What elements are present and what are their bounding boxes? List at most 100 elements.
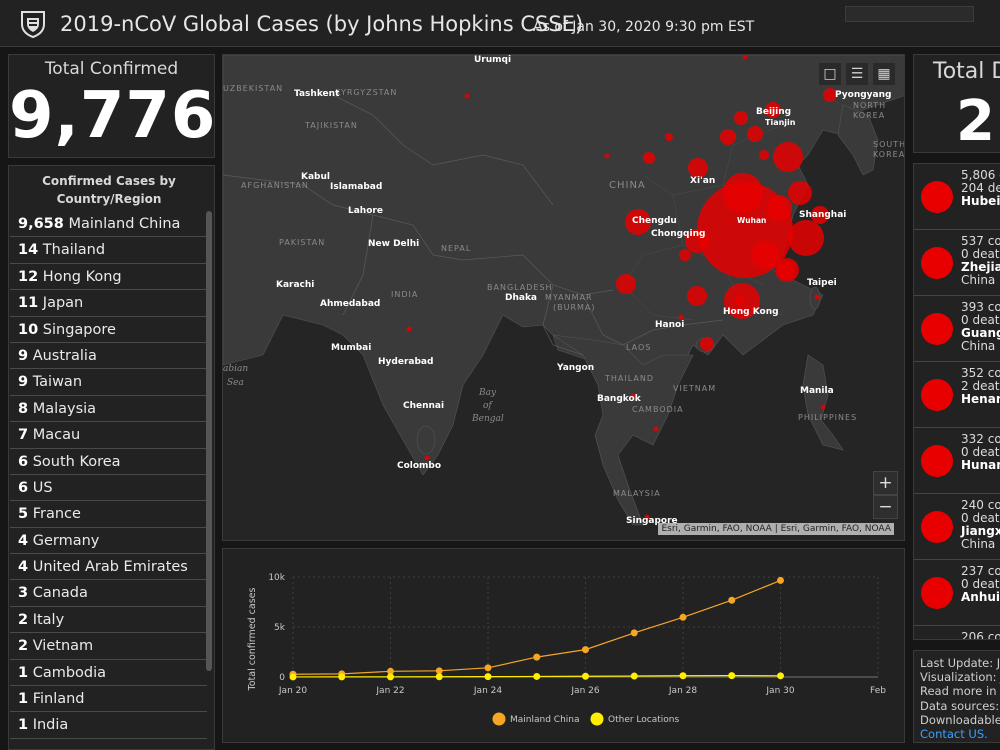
zoom-in-button[interactable]: + [873, 471, 898, 495]
map-label-kyrgyzstan: KYRGYZSTAN [335, 88, 397, 97]
series-point[interactable] [728, 596, 736, 604]
country-name: South Korea [32, 453, 121, 470]
city-chennai: Chennai [403, 401, 444, 411]
series-point[interactable] [630, 672, 638, 680]
series-point[interactable] [387, 673, 394, 681]
map-label-thailand: THAILAND [604, 374, 654, 383]
country-row[interactable]: 4 Germany [10, 528, 207, 555]
region-line3: Guangd [961, 326, 1000, 340]
country-name: Malaysia [32, 400, 97, 417]
read-more-text[interactable]: Read more in th [920, 684, 1000, 699]
bubble-wuhan-core [723, 173, 763, 213]
series-point[interactable] [582, 646, 589, 654]
country-name: United Arab Emirates [32, 559, 188, 576]
country-row[interactable]: 4 United Arab Emirates [10, 554, 207, 581]
region-marker-icon [921, 247, 953, 279]
series-point[interactable] [630, 629, 638, 637]
region-row[interactable]: 240 con0 deathsJiangxiChina [914, 494, 1000, 560]
country-row[interactable]: 9 Australia [10, 343, 207, 370]
region-text: 206 con0 deathsChongqChina [961, 631, 1000, 640]
bubble-hebei [734, 111, 748, 125]
series-point[interactable] [387, 667, 394, 675]
map-label-philippines: PHILIPPINES [798, 413, 857, 422]
region-row[interactable]: 237 con0 deathsAnhui M [914, 560, 1000, 626]
region-row[interactable]: 537 con0 deathsZhejiangChina [914, 230, 1000, 296]
country-row[interactable]: 1 India [10, 712, 207, 739]
bubble-manila [820, 404, 826, 410]
country-count: 6 [18, 479, 29, 496]
series-point[interactable] [777, 672, 784, 680]
bubble-gansu [643, 152, 655, 164]
region-line2: 0 deaths [961, 511, 1000, 525]
series-point[interactable] [338, 673, 346, 681]
list-icon[interactable]: ☰ [846, 63, 868, 85]
city-singapore: Singapore [626, 516, 678, 526]
series-point[interactable] [435, 673, 443, 681]
country-row[interactable]: 8 Malaysia [10, 396, 207, 423]
visualization-line: Visualization: J [920, 670, 1000, 684]
country-row[interactable]: 2 Italy [10, 607, 207, 634]
country-list-scrollbar[interactable] [206, 211, 212, 671]
contact-us-link[interactable]: Contact US. [920, 727, 988, 742]
country-row[interactable]: 10 Singapore [10, 317, 207, 343]
city-wuhan: Wuhan [737, 216, 766, 225]
y-tick-label: 5k [274, 623, 286, 633]
region-row[interactable]: 206 con0 deathsChongqChina [914, 626, 1000, 640]
country-row[interactable]: 6 US [10, 475, 207, 502]
series-point[interactable] [289, 673, 297, 681]
region-row[interactable]: 5,806 c204 deaHubei M [914, 164, 1000, 230]
map-label-south-korea: KOREA [873, 150, 905, 159]
bubble-shanxi [720, 129, 736, 145]
country-row[interactable]: 12 Hong Kong [10, 264, 207, 291]
country-row[interactable]: 5 France [10, 501, 207, 528]
series-point[interactable] [533, 653, 541, 661]
city-yangon: Yangon [556, 363, 594, 373]
country-row[interactable]: 2 Vietnam [10, 633, 207, 660]
info-text: Last Update: Ja Visualization: J Read mo… [920, 656, 1000, 741]
series-point[interactable] [728, 672, 736, 680]
x-tick-label: Feb [870, 686, 886, 696]
country-row[interactable]: 11 Japan [10, 290, 207, 317]
x-tick-label: Jan 22 [375, 686, 404, 696]
region-line1: 352 con [961, 366, 1000, 380]
country-row[interactable]: 3 Canada [10, 580, 207, 607]
header-control[interactable] [845, 6, 974, 22]
qr-code-icon[interactable]: ▦ [873, 63, 895, 85]
series-point[interactable] [679, 613, 687, 621]
map-attribution: Esri, Garmin, FAO, NOAA | Esri, Garmin, … [658, 523, 894, 535]
x-tick-label: Jan 24 [473, 686, 502, 696]
map-label-laos: LAOS [626, 343, 651, 352]
series-point[interactable] [777, 576, 784, 584]
series-point[interactable] [484, 673, 492, 681]
country-row[interactable]: 1 Finland [10, 686, 207, 713]
series-point[interactable] [679, 672, 687, 680]
map-label-bay: Bay [478, 388, 497, 398]
country-row[interactable]: 9,658 Mainland China [10, 211, 207, 238]
country-row[interactable]: 14 Thailand [10, 237, 207, 264]
bubble-tianjin [765, 102, 781, 118]
country-row[interactable]: 6 South Korea [10, 449, 207, 475]
downloadable-text[interactable]: Downloadable [920, 712, 1000, 727]
bubble-sichuan [625, 209, 651, 235]
region-row[interactable]: 332 con0 deathsHunan M [914, 428, 1000, 494]
map-label-north: NORTH [853, 101, 886, 110]
region-row[interactable]: 393 con0 deathsGuangdChina [914, 296, 1000, 362]
series-point[interactable] [533, 672, 541, 680]
map-label-uzbekistan: UZBEKISTAN [223, 84, 283, 93]
series-point[interactable] [484, 664, 492, 672]
case-bubbles[interactable] [406, 55, 838, 520]
country-name: Japan [42, 295, 84, 312]
bookmark-icon[interactable]: □ [819, 63, 841, 85]
zoom-out-button[interactable]: − [873, 495, 898, 519]
region-line1: 537 con [961, 234, 1000, 248]
series-point[interactable] [582, 672, 589, 680]
country-row[interactable]: 7 Macau [10, 422, 207, 449]
series-point[interactable] [435, 667, 443, 675]
map-canvas[interactable]: UZBEKISTAN KYRGYZSTAN TAJIKISTAN AFGHANI… [223, 55, 905, 541]
country-row[interactable]: 9 Taiwan [10, 369, 207, 396]
map-panel[interactable]: UZBEKISTAN KYRGYZSTAN TAJIKISTAN AFGHANI… [222, 54, 905, 541]
map-label-cambodia: CAMBODIA [632, 405, 684, 414]
region-row[interactable]: 352 con2 deathsHenan M [914, 362, 1000, 428]
bubble-chongqing [685, 229, 709, 253]
country-row[interactable]: 1 Cambodia [10, 660, 207, 687]
